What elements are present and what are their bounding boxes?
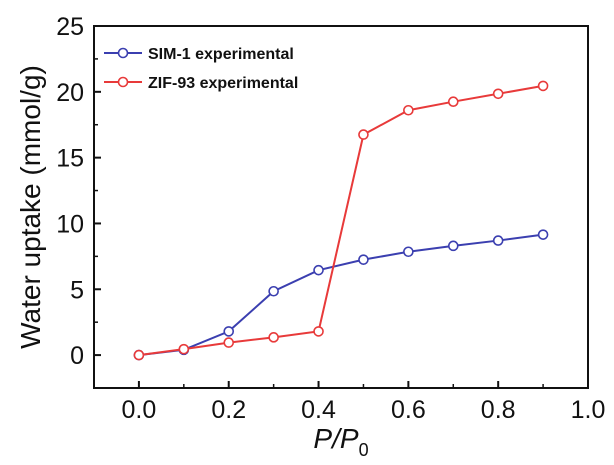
series-0-point xyxy=(492,235,504,246)
y-axis-title: Water uptake (mmol/g) xyxy=(15,65,46,349)
legend-marker-sim1 xyxy=(117,47,129,59)
series-1-point xyxy=(358,129,369,140)
series-1-point xyxy=(313,326,324,337)
series-0-point xyxy=(268,285,279,297)
y-tick-label: 5 xyxy=(70,276,84,304)
series-0-point xyxy=(358,254,369,265)
y-axis-ticks: 0 5 10 15 20 25 xyxy=(56,13,101,370)
y-tick-label: 20 xyxy=(56,79,84,107)
legend-marker-zif93 xyxy=(117,76,129,88)
x-axis-title: P/P0 xyxy=(313,423,368,460)
series-1-point xyxy=(223,337,235,348)
y-tick-label: 15 xyxy=(56,145,84,173)
series-1-point xyxy=(133,349,145,361)
legend: SIM-1 experimental ZIF-93 experimental xyxy=(104,46,298,92)
x-axis-title-main: P/P xyxy=(313,423,358,454)
x-axis-ticks: 0.0 0.2 0.4 0.6 0.8 1.0 xyxy=(122,381,606,424)
x-tick-label: 0.6 xyxy=(391,396,426,424)
series-1-point xyxy=(268,332,279,343)
series-line-1 xyxy=(138,84,544,357)
x-axis-title-subscript: 0 xyxy=(359,440,369,460)
y-tick-label: 10 xyxy=(56,210,84,238)
series-1-point xyxy=(537,80,549,92)
series-1-point xyxy=(178,343,190,355)
y-tick-label: 0 xyxy=(70,342,84,370)
x-tick-label: 1.0 xyxy=(571,396,606,424)
series-line-0 xyxy=(138,233,544,357)
x-tick-label: 0.4 xyxy=(301,396,336,424)
series-1-point xyxy=(447,96,459,107)
x-tick-label: 0.0 xyxy=(122,396,157,424)
legend-label-zif93: ZIF-93 experimental xyxy=(148,75,298,92)
series-0-point xyxy=(223,326,235,337)
series-0-point xyxy=(537,229,549,240)
x-tick-label: 0.2 xyxy=(211,396,246,424)
series-0-point xyxy=(403,246,414,258)
series-1-point xyxy=(492,88,504,100)
series-0-point xyxy=(447,240,459,252)
series-1-point xyxy=(403,104,414,116)
legend-label-sim1: SIM-1 experimental xyxy=(148,46,294,63)
series-layer xyxy=(133,80,549,361)
plot-frame xyxy=(93,25,589,389)
x-tick-label: 0.8 xyxy=(481,396,516,424)
series-0-point xyxy=(313,264,324,276)
y-tick-label: 25 xyxy=(56,13,84,41)
